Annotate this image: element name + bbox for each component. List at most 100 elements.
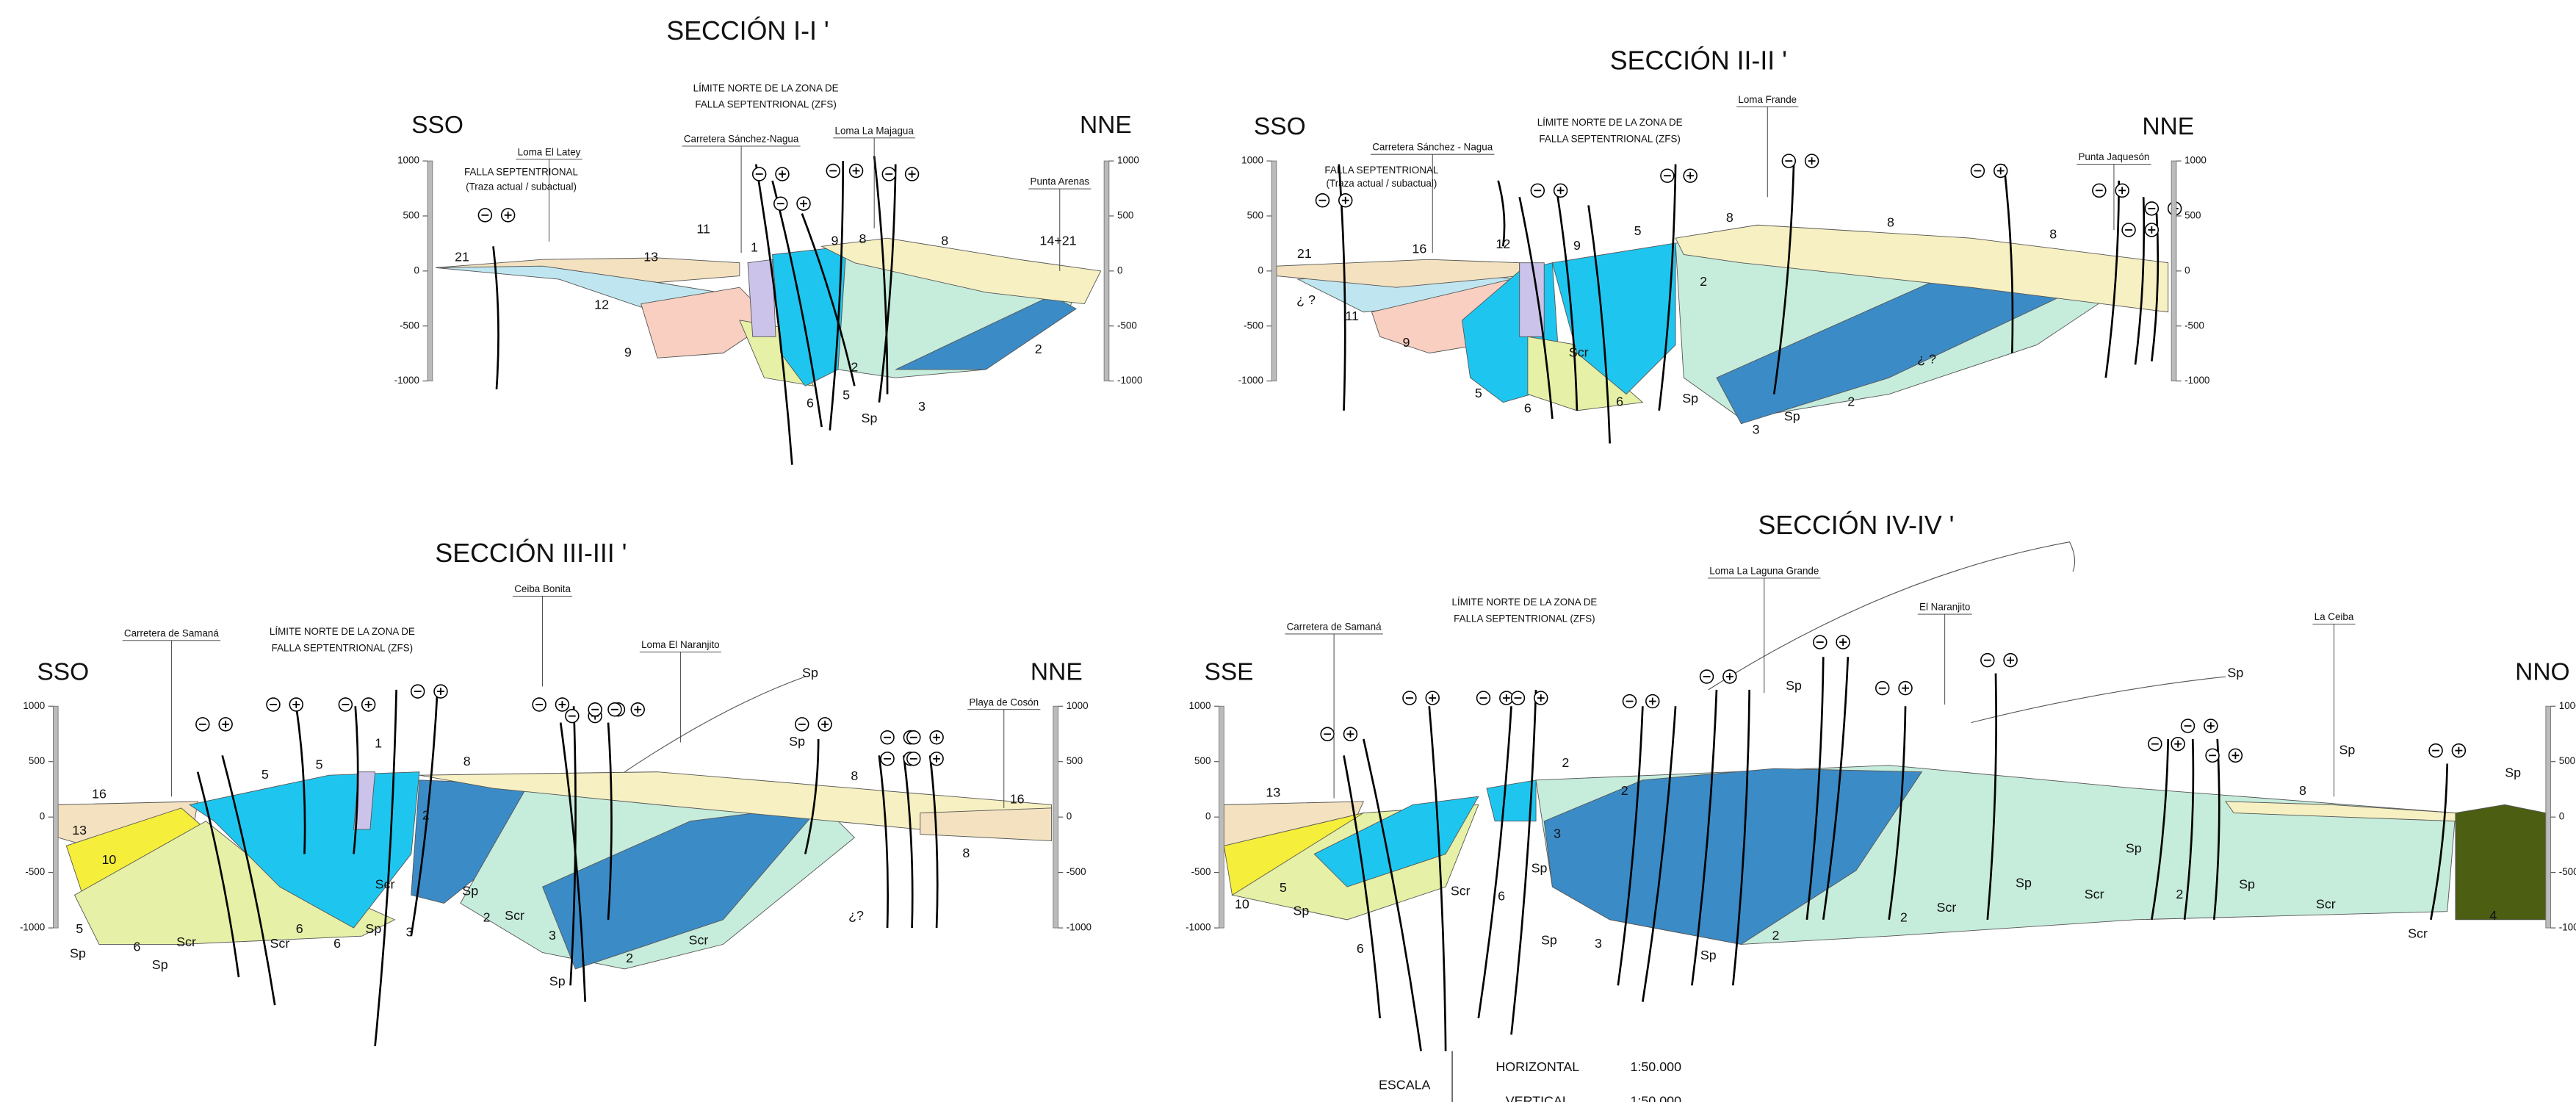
note-label: FALLA SEPTENTRIONAL [1324, 165, 1439, 176]
place-label: La Ceiba [2315, 611, 2354, 622]
elevation-label: 1000 [2559, 700, 2576, 711]
unit-label: 5 [316, 757, 323, 771]
direction-label: NNO [2515, 658, 2569, 685]
unit-label: 2 [1700, 274, 1707, 289]
elevation-label: -500 [2559, 866, 2576, 877]
unit-label: 13 [643, 250, 658, 264]
unit-label: 12 [1496, 237, 1510, 251]
unit-label: 6 [1357, 941, 1364, 956]
place-label: Carretera de Samaná [1287, 621, 1382, 632]
unit-label: 3 [1554, 826, 1561, 840]
unit-label: 6 [296, 921, 303, 936]
unit-label: Sp [2505, 766, 2521, 780]
unit-label: 8 [2049, 226, 2057, 241]
elevation-bar [2171, 161, 2176, 381]
section-title: SECCIÓN II-II ' [1610, 46, 1787, 75]
elevation-bar [1104, 161, 1109, 381]
unit-label: 6 [133, 940, 140, 954]
elevation-bar [1271, 161, 1277, 381]
unit-label: 2 [422, 808, 430, 823]
unit-label: 5 [1634, 223, 1642, 238]
unit-label: Sp [2239, 877, 2255, 892]
unit-label: 8 [463, 754, 471, 768]
unit-label: Sp [789, 734, 805, 749]
unit-label: 6 [1524, 400, 1531, 415]
unit-label: Scr [2316, 896, 2336, 911]
note-label: FALLA SEPTENTRIONAL (ZFS) [695, 99, 836, 110]
unit-label: Sp [1786, 678, 1802, 693]
unit-label: 2 [2176, 887, 2183, 901]
unit-label: 3 [549, 928, 556, 943]
elevation-label: 0 [1067, 811, 1072, 822]
elevation-label: 500 [1067, 755, 1083, 766]
elevation-label: 1000 [1241, 155, 1263, 166]
unit-label: 5 [261, 767, 269, 782]
unit-label: ¿ ? [1917, 351, 1936, 366]
elevation-bar [53, 706, 58, 928]
unit-label: 8 [1887, 215, 1894, 230]
unit-label: 9 [1402, 335, 1410, 350]
place-label: Carretera de Samaná [124, 627, 219, 638]
unit-label: 5 [1475, 386, 1482, 400]
unit-label: 2 [851, 359, 858, 374]
unit-label: Sp [462, 884, 478, 898]
direction-label: SSO [1254, 113, 1306, 140]
section-title: SECCIÓN IV-IV ' [1758, 511, 1954, 540]
section-title: SECCIÓN III-III ' [435, 539, 627, 568]
elevation-label: 500 [2559, 755, 2575, 766]
unit-label: Sp [2339, 742, 2355, 757]
note-label: FALLA SEPTENTRIONAL [464, 166, 579, 177]
unit-label: Scr [1569, 345, 1589, 359]
elevation-label: 1000 [23, 700, 45, 711]
unit-label: Scr [1937, 900, 1957, 915]
elevation-label: 500 [2184, 210, 2201, 221]
direction-label: NNE [1080, 112, 1132, 139]
unit-label: 5 [843, 387, 850, 402]
unit-label: 3 [406, 924, 414, 939]
unit-label: 5 [1280, 880, 1287, 895]
elevation-label: 0 [40, 811, 45, 822]
scale-label: ESCALA [1379, 1077, 1431, 1092]
note-label: LÍMITE NORTE DE LA ZONA DE [1537, 117, 1683, 128]
unit-label: Sp [2126, 840, 2142, 855]
unit-label: 9 [831, 233, 839, 248]
direction-label: SSO [37, 658, 89, 685]
section-title: SECCIÓN I-I ' [666, 16, 829, 46]
place-label: El Naranjito [1919, 602, 1970, 613]
unit-label: 13 [1266, 785, 1280, 799]
elevation-label: 1000 [1189, 700, 1211, 711]
unit-label: 16 [1412, 242, 1426, 256]
elevation-label: 500 [1117, 210, 1133, 221]
elevation-label: -1000 [1117, 375, 1142, 386]
elevation-bar [2546, 706, 2551, 928]
note-label: LÍMITE NORTE DE LA ZONA DE [1451, 597, 1597, 608]
scale-row-value: 1:50.000 [1630, 1094, 1681, 1102]
unit-label: 6 [333, 936, 341, 951]
unit-label: Scr [1451, 884, 1471, 898]
unit-label: 21 [455, 250, 469, 264]
note-label: FALLA SEPTENTRIONAL (ZFS) [1454, 613, 1595, 624]
unit-label: 4 [2489, 908, 2497, 923]
unit-label: Sp [1700, 948, 1717, 962]
unit-label: 2 [1562, 755, 1569, 770]
elevation-label: 500 [29, 755, 45, 766]
note-label: LÍMITE NORTE DE LA ZONA DE [693, 82, 839, 93]
elevation-bar [427, 161, 433, 381]
elevation-label: -1000 [1186, 922, 1211, 933]
elevation-label: 0 [414, 264, 419, 276]
elevation-label: -500 [1067, 866, 1086, 877]
direction-label: NNE [2142, 113, 2194, 140]
unit-label: Sp [2227, 665, 2243, 680]
unit-label: 8 [859, 231, 867, 246]
rock-unit [2456, 804, 2546, 919]
unit-label: 9 [624, 345, 632, 359]
place-label: Carretera Sánchez-Nagua [684, 134, 799, 145]
unit-label: Scr [689, 933, 709, 948]
unit-label: 2 [1035, 342, 1042, 356]
elevation-label: -1000 [20, 922, 45, 933]
place-label: Loma La Majagua [834, 125, 914, 136]
unit-label: 11 [696, 222, 710, 237]
unit-label: 8 [941, 233, 948, 248]
unit-label: 6 [1616, 394, 1623, 408]
unit-label: ¿ ? [1296, 292, 1316, 307]
